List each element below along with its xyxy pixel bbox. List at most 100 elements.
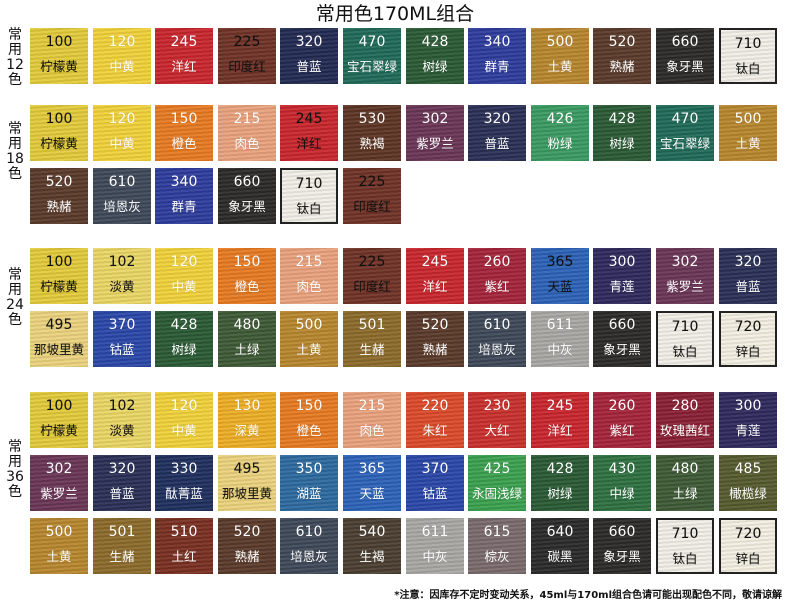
paint-texture — [406, 392, 464, 448]
paint-swatch: 428 树绿 — [155, 311, 213, 367]
swatch-number: 102 — [108, 398, 136, 414]
paint-swatch: 225 印度红 — [218, 28, 276, 84]
paint-swatch: 120 中黄 — [93, 105, 151, 161]
swatch-number: 495 — [233, 461, 261, 477]
paint-texture — [593, 455, 651, 511]
paint-texture — [218, 28, 276, 84]
paint-texture — [93, 455, 151, 511]
paint-texture — [30, 105, 88, 161]
swatch-name: 培恩灰 — [478, 342, 516, 357]
paint-texture — [593, 28, 651, 84]
swatch-name: 深黄 — [234, 423, 260, 438]
swatch-number: 300 — [608, 254, 636, 270]
paint-texture — [343, 518, 401, 574]
swatch-name: 那坡里黄 — [221, 486, 272, 501]
paint-swatch: 501 生赭 — [93, 518, 151, 574]
paint-texture — [468, 248, 526, 304]
paint-swatch: 300 青莲 — [593, 248, 651, 304]
swatch-name: 中绿 — [609, 486, 635, 501]
paint-swatch: 225 印度红 — [343, 168, 401, 224]
paint-texture — [531, 518, 589, 574]
paint-swatch: 350 湖蓝 — [280, 455, 338, 511]
swatch-name: 生赭 — [109, 549, 135, 564]
paint-swatch: 470 宝石翠绿 — [656, 105, 714, 161]
swatch-number: 320 — [108, 461, 136, 477]
paint-texture — [218, 248, 276, 304]
swatch-name: 紫罗兰 — [416, 136, 454, 151]
swatch-number: 245 — [170, 34, 198, 50]
paint-texture — [93, 28, 151, 84]
swatch-name: 天蓝 — [547, 279, 573, 294]
swatch-name: 普蓝 — [296, 59, 322, 74]
swatch-name: 湖蓝 — [296, 486, 322, 501]
swatch-name: 中灰 — [547, 342, 573, 357]
paint-swatch: 330 酞菁蓝 — [155, 455, 213, 511]
swatch-number: 710 — [734, 36, 762, 52]
swatch-number: 520 — [608, 34, 636, 50]
group-label-36: 常用 36 色 — [6, 439, 24, 500]
swatch-number: 225 — [233, 34, 261, 50]
swatch-number: 102 — [108, 254, 136, 270]
paint-texture — [30, 248, 88, 304]
paint-swatch: 520 熟赭 — [406, 311, 464, 367]
paint-texture — [280, 311, 338, 367]
swatch-name: 生褐 — [359, 549, 385, 564]
paint-swatch: 710 钛白 — [656, 518, 714, 574]
swatch-name: 紫红 — [609, 423, 635, 438]
swatch-number: 100 — [45, 111, 73, 127]
paint-texture — [406, 455, 464, 511]
swatch-number: 100 — [45, 254, 73, 270]
swatch-name: 淡黄 — [109, 423, 135, 438]
paint-texture — [719, 455, 777, 511]
paint-texture — [280, 28, 338, 84]
paint-swatch: 100 柠檬黄 — [30, 105, 88, 161]
swatch-name: 洋红 — [296, 136, 322, 151]
paint-swatch: 610 培恩灰 — [280, 518, 338, 574]
paint-texture — [218, 105, 276, 161]
paint-texture — [155, 311, 213, 367]
paint-texture — [343, 105, 401, 161]
paint-texture — [656, 392, 714, 448]
swatch-name: 熟赭 — [422, 342, 448, 357]
paint-swatch: 245 洋红 — [531, 392, 589, 448]
swatch-number: 428 — [546, 461, 574, 477]
swatch-number: 320 — [295, 34, 323, 50]
swatch-name: 玫瑰茜红 — [659, 423, 710, 438]
swatch-number: 500 — [546, 34, 574, 50]
paint-texture — [721, 520, 775, 572]
paint-swatch: 426 粉绿 — [531, 105, 589, 161]
swatch-number: 660 — [608, 524, 636, 540]
paint-texture — [218, 168, 276, 224]
swatch-name: 永固浅绿 — [471, 486, 522, 501]
paint-swatch: 215 肉色 — [343, 392, 401, 448]
paint-swatch: 320 普蓝 — [719, 248, 777, 304]
swatch-name: 熟褐 — [359, 136, 385, 151]
paint-swatch: 611 中灰 — [531, 311, 589, 367]
paint-texture — [531, 392, 589, 448]
swatch-number: 320 — [734, 254, 762, 270]
paint-texture — [658, 520, 712, 572]
paint-swatch: 370 钴蓝 — [406, 455, 464, 511]
swatch-name: 天蓝 — [359, 486, 385, 501]
swatch-number: 120 — [108, 111, 136, 127]
swatch-name: 青莲 — [735, 423, 761, 438]
swatch-number: 370 — [108, 317, 136, 333]
swatch-name: 象牙黑 — [666, 59, 704, 74]
paint-texture — [30, 518, 88, 574]
swatch-number: 501 — [358, 317, 386, 333]
paint-swatch: 660 象牙黑 — [656, 28, 714, 84]
swatch-number: 470 — [671, 111, 699, 127]
paint-swatch: 501 生赭 — [343, 311, 401, 367]
paint-texture — [593, 248, 651, 304]
swatch-number: 530 — [358, 111, 386, 127]
swatch-number: 611 — [421, 524, 449, 540]
swatch-number: 260 — [608, 398, 636, 414]
swatch-number: 230 — [483, 398, 511, 414]
swatch-name: 树绿 — [609, 136, 635, 151]
swatch-name: 淡黄 — [109, 279, 135, 294]
paint-texture — [218, 518, 276, 574]
swatch-name: 钛白 — [296, 201, 322, 216]
swatch-name: 肉色 — [296, 279, 322, 294]
paint-swatch: 495 那坡里黄 — [30, 311, 88, 367]
paint-texture — [656, 28, 714, 84]
